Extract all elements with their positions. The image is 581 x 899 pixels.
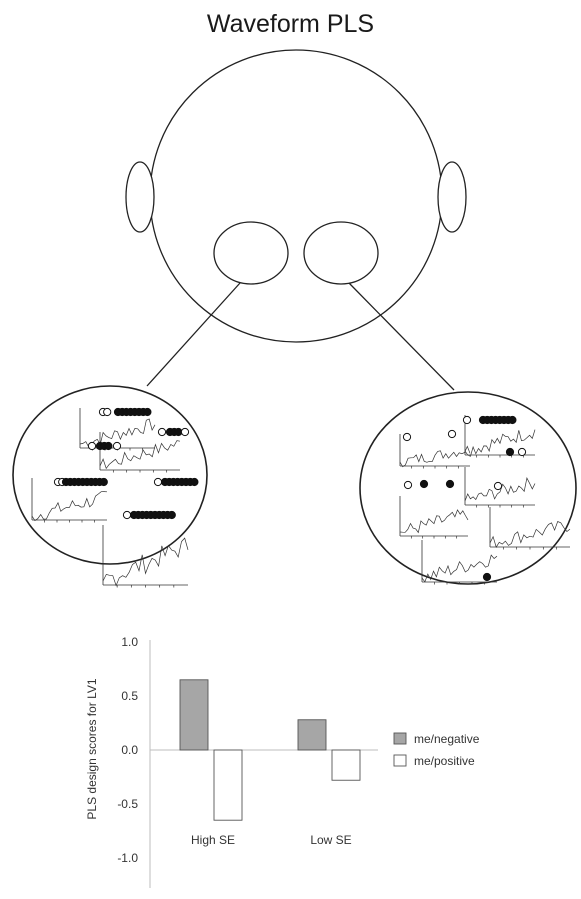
significance-marker: [87, 441, 97, 451]
y-tick-label: -1.0: [117, 851, 138, 865]
right-waveform-inset: [359, 391, 577, 585]
bar-positive-1: [331, 749, 361, 781]
y-tick-label: 1.0: [121, 635, 138, 649]
right-waveform-traces: [399, 415, 571, 585]
significance-marker: [402, 432, 412, 442]
y-axis-ticks: 1.0 0.5 0.0 -0.5 -1.0: [117, 635, 138, 865]
head-outline: [149, 49, 443, 343]
significance-marker: [462, 415, 472, 425]
waveform-trace: [102, 537, 189, 587]
significance-marker: [122, 510, 132, 520]
left-ear-shape: [125, 161, 155, 233]
left-region-outline: [213, 221, 289, 285]
significance-marker: [445, 479, 455, 489]
significance-marker: [493, 481, 503, 491]
right-connector-line: [348, 282, 455, 391]
bar-positive-0: [213, 749, 243, 821]
y-axis-label: PLS design scores for LV1: [85, 678, 99, 820]
waveform-trace: [399, 509, 469, 534]
significance-marker: [505, 447, 515, 457]
waveform-trace: [489, 521, 571, 548]
significance-marker: [508, 415, 517, 425]
x-axis-categories: High SE Low SE: [191, 833, 352, 847]
significance-marker: [143, 407, 152, 417]
left-waveform-traces: [31, 407, 199, 588]
right-region-outline: [303, 221, 379, 285]
waveform-trace: [464, 429, 536, 457]
waveform-trace: [99, 440, 181, 470]
bar-negative-0: [179, 679, 209, 751]
y-tick-label: 0.0: [121, 743, 138, 757]
legend-swatch: [393, 732, 407, 745]
significance-marker: [419, 479, 429, 489]
significance-marker: [112, 441, 122, 451]
significance-marker: [167, 510, 176, 520]
legend-swatch: [393, 754, 407, 767]
y-tick-label: 0.5: [121, 689, 138, 703]
head-diagram: [125, 49, 467, 391]
significance-marker: [447, 429, 457, 439]
legend: me/negative me/positive: [393, 732, 480, 768]
significance-marker: [157, 427, 167, 437]
legend-label: me/negative: [414, 732, 480, 746]
significance-marker: [99, 477, 108, 487]
significance-marker: [153, 477, 163, 487]
left-connector-line: [146, 282, 241, 387]
significance-marker: [482, 572, 492, 582]
category-label: High SE: [191, 833, 235, 847]
significance-marker: [517, 447, 527, 457]
bar-chart: PLS design scores for LV1 1.0 0.5 0.0 -0.5 -…: [85, 635, 480, 888]
significance-marker: [103, 407, 112, 417]
significance-marker: [403, 480, 413, 490]
significance-marker: [180, 427, 190, 437]
significance-marker: [190, 477, 199, 487]
y-tick-label: -0.5: [117, 797, 138, 811]
waveform-trace: [399, 445, 471, 468]
right-ear-shape: [437, 161, 467, 233]
bars: [179, 679, 361, 821]
figure-title: Waveform PLS: [206, 10, 375, 38]
bar-negative-1: [297, 719, 327, 751]
significance-marker: [104, 441, 113, 451]
waveform-trace: [421, 554, 498, 583]
legend-label: me/positive: [414, 754, 475, 768]
left-waveform-inset: [12, 385, 208, 588]
waveform-trace: [31, 491, 108, 522]
waveform-trace: [464, 477, 536, 502]
category-label: Low SE: [310, 833, 351, 847]
